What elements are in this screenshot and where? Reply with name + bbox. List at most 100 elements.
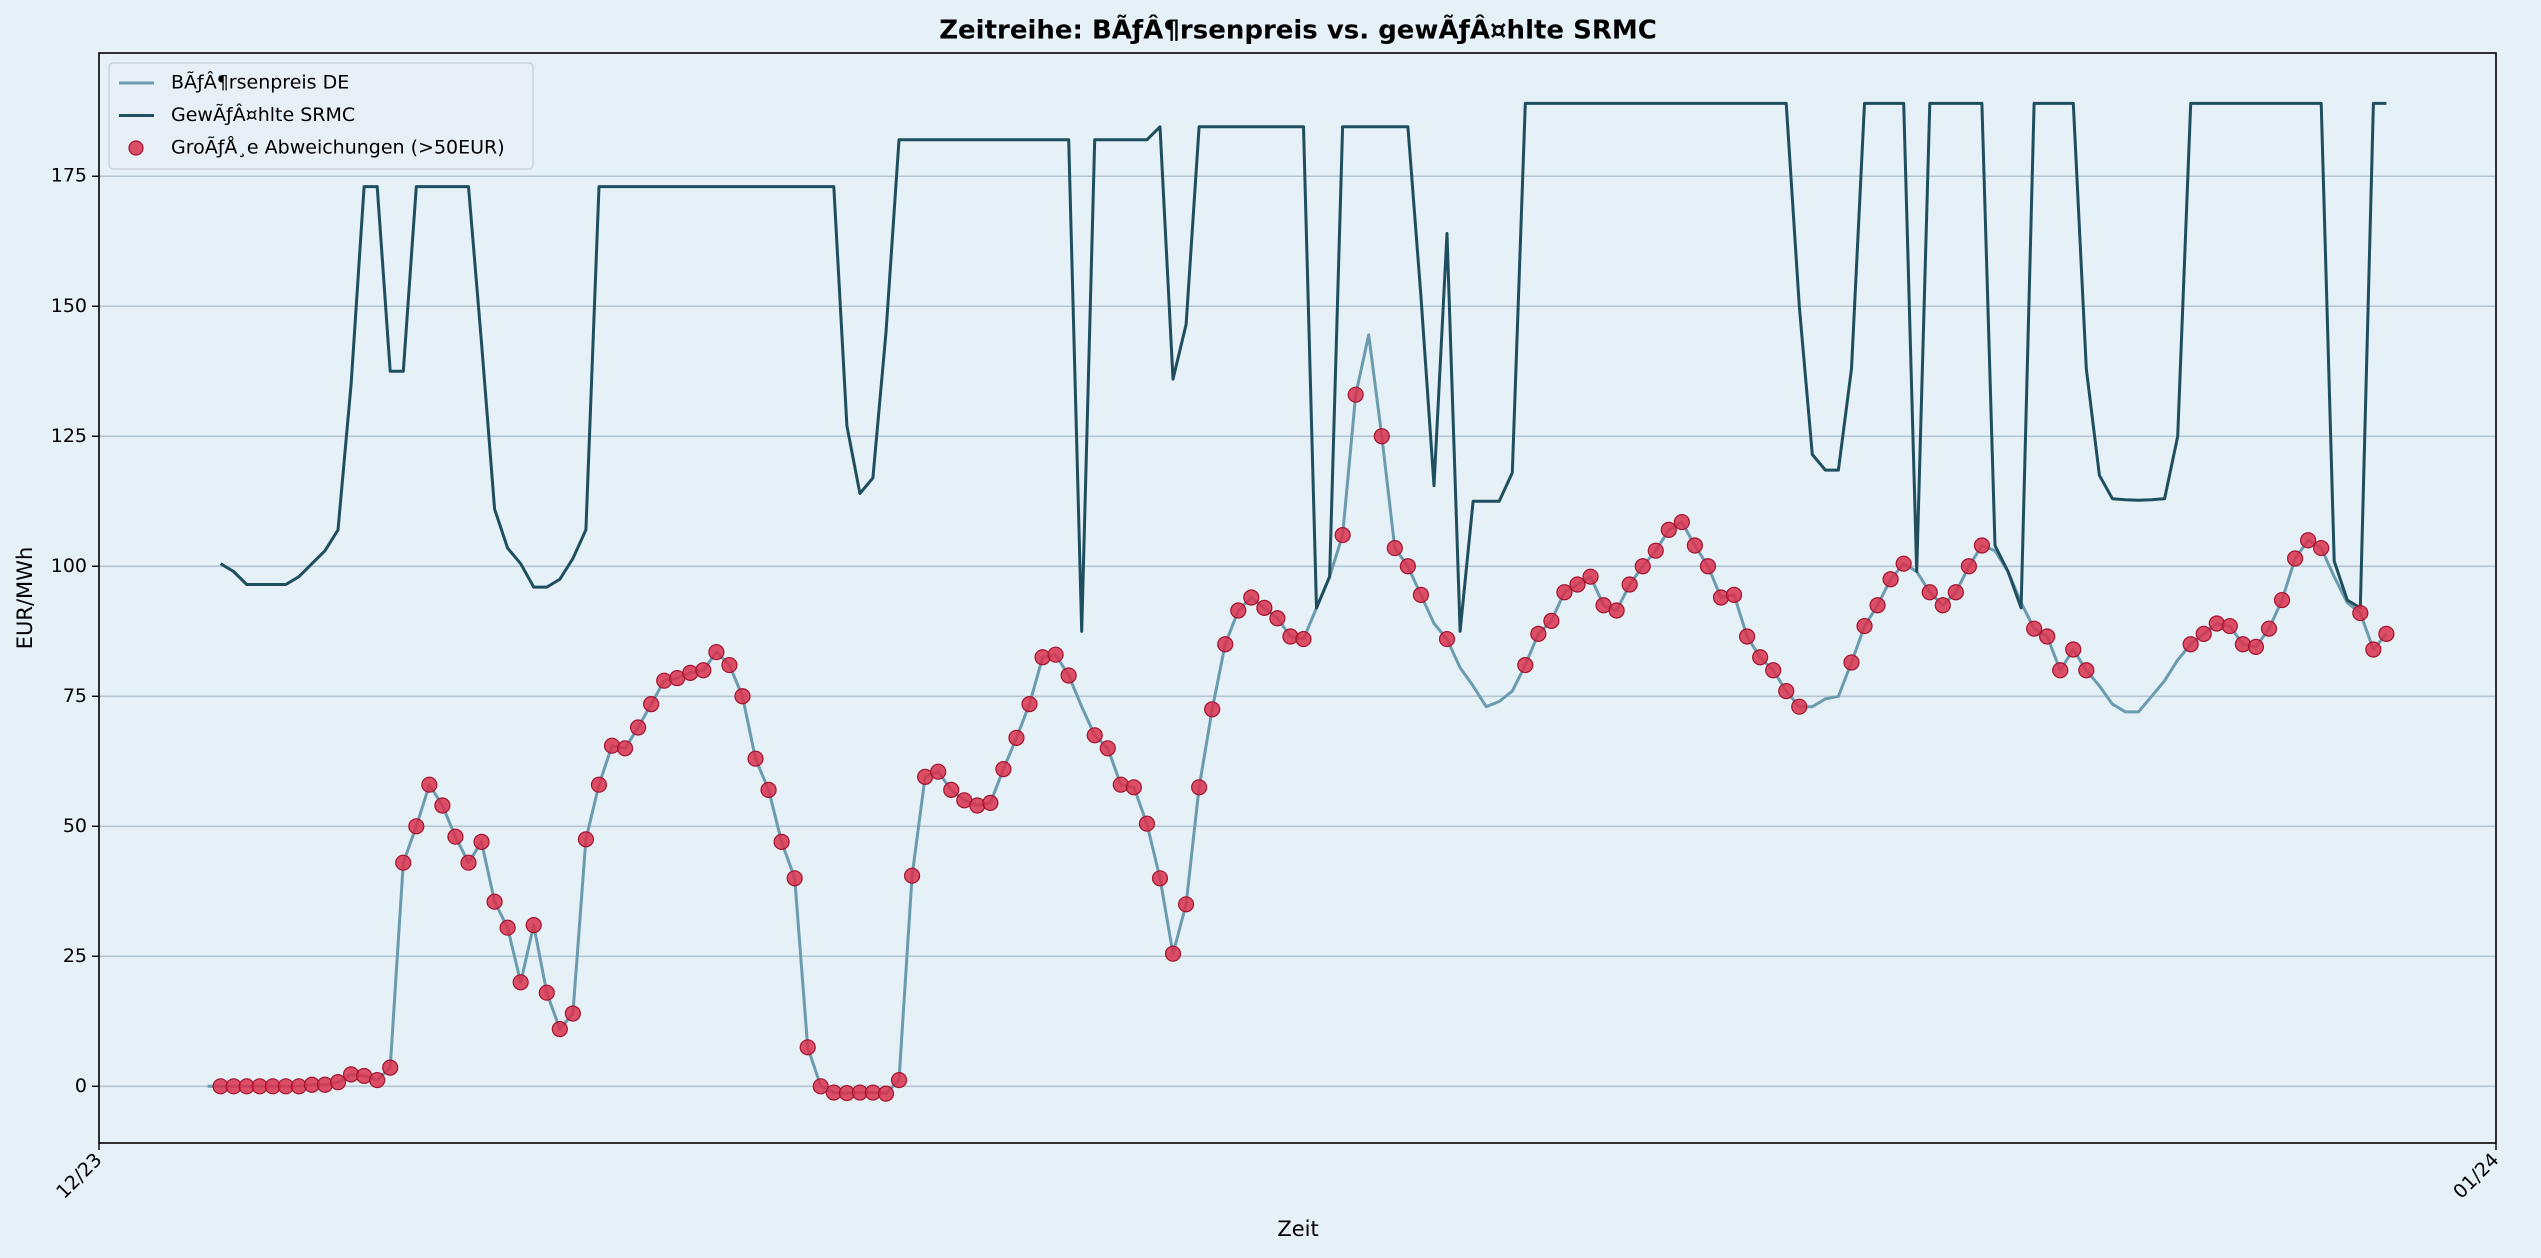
y-tick-label: 75 [63,685,87,707]
outlier-point [1217,636,1234,653]
x-axis-label: Zeit [1277,1217,1318,1241]
x-tick-label: 01/24 [2449,1149,2503,1203]
outlier-point [2260,620,2278,637]
outlier-point [1921,584,1938,601]
y-tick-label: 125 [51,425,87,447]
y-tick-label: 25 [63,945,87,967]
outlier-point [1138,815,1156,832]
outlier-point [1282,628,1299,645]
outlier-point [982,794,999,811]
outlier-point [551,1021,568,1038]
outlier-point [1177,896,1195,913]
plot-area [99,53,2496,1143]
outlier-point [1869,597,1886,614]
outlier-point [812,1078,829,1095]
outlier-point [473,833,490,850]
outlier-point [1934,597,1951,614]
outlier-point [773,833,790,850]
outlier-point [630,719,647,736]
outlier-point [1386,539,1403,557]
y-tick-label: 0 [75,1075,87,1097]
outlier-point [382,1059,399,1076]
outlier-point [369,1071,386,1089]
outlier-point [1712,589,1730,606]
outlier-point [2313,539,2330,557]
outlier-point [890,1071,908,1089]
outlier-point [2221,617,2238,635]
outlier-point [1895,555,1912,572]
outlier-point [943,781,960,798]
outlier-point [1399,558,1416,575]
outlier-point [734,688,751,705]
outlier-point [1569,576,1586,593]
y-tick-label: 175 [51,165,87,187]
outlier-point [1791,698,1808,715]
outlier-point [499,919,516,936]
outlier-point [1204,701,1221,718]
outlier-point [329,1074,347,1091]
axes-frame [98,52,2497,1144]
outlier-point [1947,584,1964,601]
outlier-point [512,974,529,991]
outlier-point [1099,740,1116,757]
outlier-point [2052,662,2069,679]
outlier-point [2234,636,2251,653]
outlier-point [1752,649,1769,666]
outlier-point [2273,591,2291,609]
outlier-point [2300,532,2317,549]
outlier-point [538,984,555,1001]
outlier-point [2208,615,2225,632]
outlier-point [1647,542,1664,559]
y-tick-label: 150 [51,295,87,317]
outlier-point [486,893,503,910]
legend: BÃƒÂ¶rsenpreis DE GewÃƒÂ¤hlte SRMC GroÃƒÅ¸… [108,62,534,170]
outlier-point [1086,727,1103,744]
outlier-point [747,750,764,767]
outlier-point [1699,558,1717,575]
outlier-point [434,797,451,814]
outlier-point [1373,428,1390,445]
outlier-point [721,656,738,674]
outlier-point [1765,662,1782,679]
outlier-point [316,1076,334,1093]
outlier-point [760,781,777,798]
outlier-point [2365,641,2382,658]
outlier-point [2065,641,2082,658]
outlier-point [1778,682,1795,700]
legend-box [108,62,534,170]
outlier-point [1191,779,1208,796]
outlier-point [1164,945,1182,962]
outlier-point [1008,729,1025,746]
outlier-point [1295,630,1312,648]
y-axis-label: EUR/MWh [13,547,37,650]
outlier-point [1243,589,1260,606]
outlier-point [1660,521,1677,538]
outlier-point [1673,513,1690,531]
outlier-point [395,854,412,871]
outlier-point [447,828,464,845]
y-tick-label: 50 [63,815,87,837]
outlier-point [1634,558,1651,575]
outlier-point [1739,628,1756,645]
outlier-point [1960,558,1978,575]
outlier-point [903,867,921,884]
outlier-point [408,818,425,835]
outlier-point [564,1005,581,1022]
outlier-point [1060,667,1077,684]
outlier-point [1882,571,1899,588]
outlier-point [1021,695,1038,713]
outlier-point [786,870,803,887]
outlier-point [460,854,477,871]
outlier-point [1047,646,1064,663]
outlier-point [1438,630,1456,648]
outlier-point [2182,636,2199,653]
outlier-point [1347,386,1364,403]
outlier-point [643,695,660,713]
outlier-point [1256,599,1273,616]
outlier-point [603,737,621,754]
outlier-point [1230,602,1247,619]
outlier-point [1843,654,1860,671]
marks [207,101,2395,1102]
outlier-point [1112,776,1129,793]
